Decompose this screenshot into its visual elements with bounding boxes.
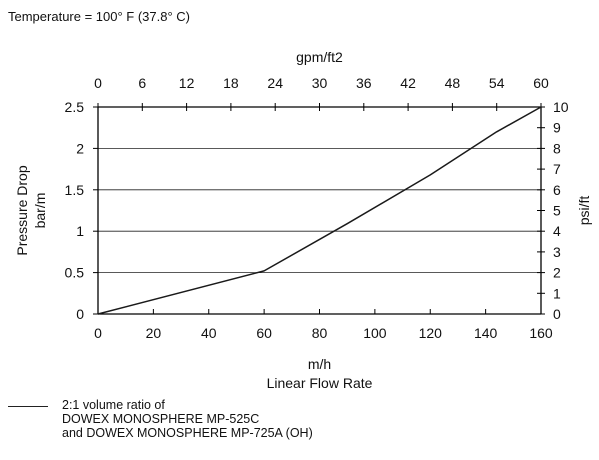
top-tick-label: 18 <box>223 75 239 91</box>
top-tick-label: 48 <box>445 75 461 91</box>
x-axis-title: Linear Flow Rate <box>267 375 373 391</box>
right-tick-label: 2 <box>553 265 561 281</box>
y-tick-label: 1 <box>76 223 84 239</box>
legend-line-3: and DOWEX MONOSPHERE MP-725A (OH) <box>62 426 313 440</box>
top-tick-label: 42 <box>400 75 416 91</box>
right-tick-label: 3 <box>553 244 561 260</box>
y-tick-label: 2.5 <box>65 99 85 115</box>
legend-line-2: DOWEX MONOSPHERE MP-525C <box>62 412 260 426</box>
x-axis-unit: m/h <box>308 356 331 372</box>
x-tick-label: 120 <box>419 325 443 341</box>
right-tick-label: 0 <box>553 306 561 322</box>
y-tick-label: 1.5 <box>65 182 85 198</box>
legend-text: 2:1 volume ratio of DOWEX MONOSPHERE MP-… <box>62 398 313 440</box>
y-axis-title: Pressure Drop <box>14 165 30 255</box>
x-tick-label: 60 <box>256 325 272 341</box>
top-tick-label: 54 <box>489 75 505 91</box>
x-tick-label: 100 <box>363 325 387 341</box>
x-tick-label: 140 <box>474 325 498 341</box>
x-tick-label: 40 <box>201 325 217 341</box>
series-line-0 <box>97 106 542 315</box>
x-tick-label: 80 <box>312 325 328 341</box>
top-tick-label: 36 <box>356 75 372 91</box>
x-tick-label: 160 <box>529 325 553 341</box>
legend-line-swatch <box>8 406 48 407</box>
top-tick-label: 60 <box>533 75 549 91</box>
y-tick-label: 2 <box>76 140 84 156</box>
right-tick-label: 6 <box>553 182 561 198</box>
top-tick-label: 12 <box>179 75 195 91</box>
right-tick-label: 4 <box>553 223 561 239</box>
top-axis-title: gpm/ft2 <box>296 49 343 65</box>
x-tick-label: 0 <box>94 325 102 341</box>
top-tick-label: 24 <box>267 75 283 91</box>
right-tick-label: 9 <box>553 120 561 136</box>
right-axis-title: psi/ft <box>576 196 592 226</box>
y-axis-unit: bar/m <box>32 193 48 229</box>
top-tick-label: 6 <box>138 75 146 91</box>
x-tick-label: 20 <box>146 325 162 341</box>
top-tick-label: 0 <box>94 75 102 91</box>
right-tick-label: 1 <box>553 285 561 301</box>
temperature-note: Temperature = 100° F (37.8° C) <box>8 9 191 24</box>
legend-line-1: 2:1 volume ratio of <box>62 398 165 412</box>
right-tick-label: 8 <box>553 140 561 156</box>
y-tick-label: 0 <box>76 306 84 322</box>
right-tick-label: 7 <box>553 161 561 177</box>
right-tick-label: 10 <box>553 99 569 115</box>
y-tick-label: 0.5 <box>65 265 85 281</box>
top-tick-label: 30 <box>312 75 328 91</box>
right-tick-label: 5 <box>553 203 561 219</box>
